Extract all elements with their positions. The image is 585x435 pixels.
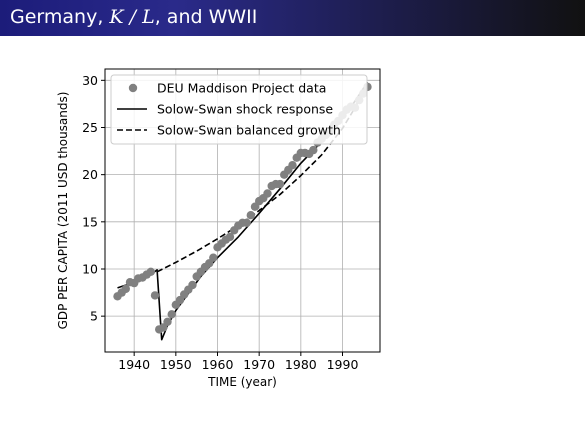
slide-title-math: K / L bbox=[109, 6, 155, 28]
data-point bbox=[146, 267, 155, 276]
slide-title-prefix: Germany, bbox=[10, 6, 110, 28]
legend-marker-0 bbox=[128, 83, 138, 93]
x-tick-label: 1970 bbox=[243, 357, 275, 372]
x-tick-label: 1960 bbox=[202, 357, 234, 372]
y-tick-label: 20 bbox=[82, 167, 98, 182]
slide-title: Germany, K / L, and WWII bbox=[10, 6, 257, 28]
y-axis-label: GDP PER CAPITA (2011 USD thousands) bbox=[56, 92, 70, 330]
x-tick-label: 1990 bbox=[327, 357, 359, 372]
legend-label-0: DEU Maddison Project data bbox=[157, 81, 326, 96]
legend-label-1: Solow-Swan shock response bbox=[157, 102, 333, 117]
data-point bbox=[263, 189, 272, 198]
data-point bbox=[121, 284, 130, 293]
y-tick-label: 15 bbox=[82, 214, 98, 229]
x-tick-label: 1940 bbox=[118, 357, 150, 372]
data-point bbox=[309, 145, 318, 155]
x-tick-label: 1980 bbox=[285, 357, 317, 372]
data-point bbox=[275, 179, 285, 189]
data-point bbox=[188, 280, 197, 290]
y-tick-label: 25 bbox=[82, 120, 98, 135]
slide-title-bar: Germany, K / L, and WWII bbox=[0, 0, 585, 36]
data-point bbox=[167, 310, 176, 319]
axis-ticks: 1940 1950 1960 1970 1980 1990 5 10 15 20 25 30 bbox=[82, 73, 358, 372]
legend: DEU Maddison Project data Solow-Swan shoc… bbox=[110, 74, 368, 145]
data-point bbox=[288, 161, 297, 170]
legend-label-2: Solow-Swan balanced growth bbox=[157, 123, 341, 138]
data-point bbox=[163, 317, 172, 326]
plot-frame bbox=[104, 68, 381, 353]
data-point bbox=[225, 232, 235, 242]
data-point bbox=[150, 291, 160, 300]
y-tick-label: 30 bbox=[82, 73, 98, 88]
y-tick-label: 5 bbox=[90, 309, 98, 324]
data-point bbox=[246, 211, 255, 220]
slide-title-suffix: , and WWII bbox=[154, 6, 258, 28]
x-axis-label: TIME (year) bbox=[207, 375, 277, 389]
legend-box bbox=[110, 74, 368, 145]
y-tick-label: 10 bbox=[82, 261, 98, 276]
x-tick-label: 1950 bbox=[160, 357, 192, 372]
series-line-2 bbox=[156, 83, 369, 273]
data-point bbox=[242, 218, 251, 227]
data-point bbox=[209, 253, 218, 262]
